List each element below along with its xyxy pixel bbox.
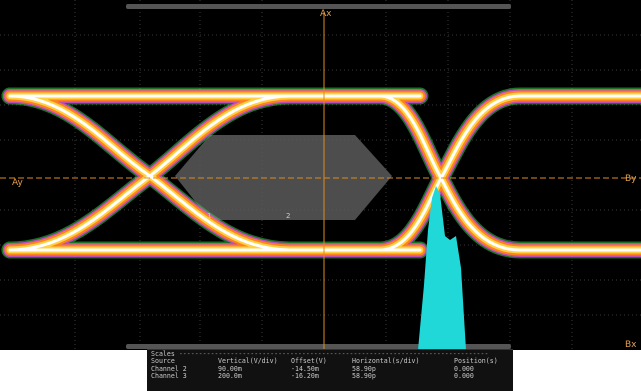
mask-region-2-label: 2 xyxy=(286,212,290,220)
mask-region-1-label: 1 xyxy=(207,212,211,220)
scales-panel: Scales ---------------------------------… xyxy=(147,349,513,391)
marker-bx[interactable]: Bx xyxy=(625,340,637,350)
cursor-lines xyxy=(0,12,641,350)
row-vertical: 200.0m xyxy=(218,372,242,381)
row-source: Channel 2 xyxy=(151,364,187,373)
histogram xyxy=(418,186,466,350)
table-row: Channel 2 90.00m -14.50m 58.90p 0.000 xyxy=(151,364,509,373)
table-row: Channel 3 200.0m -16.20m 58.90p 0.000 xyxy=(151,372,509,381)
col-source-header: Source xyxy=(151,357,175,366)
row-horizontal: 58.90p xyxy=(352,372,376,381)
scales-title-rule: ----------------------------------------… xyxy=(178,351,489,358)
row-horizontal: 58.90p xyxy=(352,364,376,373)
marker-ax[interactable]: Ax xyxy=(320,9,332,19)
marker-by[interactable]: By xyxy=(625,174,637,184)
row-position: 0.000 xyxy=(454,364,474,373)
top-scrollbar[interactable] xyxy=(126,4,511,9)
col-position-header: Position(s) xyxy=(454,357,498,366)
col-vertical-header: Vertical(V/div) xyxy=(218,357,278,366)
col-offset-header: Offset(V) xyxy=(291,357,327,366)
marker-ay[interactable]: Ay xyxy=(12,178,24,188)
scales-title: Scales xyxy=(151,350,175,358)
row-offset: -14.50m xyxy=(291,364,319,373)
scales-header-row: Source Vertical(V/div) Offset(V) Horizon… xyxy=(151,357,509,366)
row-vertical: 90.00m xyxy=(218,364,242,373)
scales-title-row: Scales ---------------------------------… xyxy=(151,350,509,358)
row-offset: -16.20m xyxy=(291,372,319,381)
col-horizontal-header: Horizontal(s/div) xyxy=(352,357,420,366)
bottom-scrollbar[interactable] xyxy=(126,344,511,349)
row-position: 0.000 xyxy=(454,372,474,381)
row-source: Channel 3 xyxy=(151,372,187,381)
